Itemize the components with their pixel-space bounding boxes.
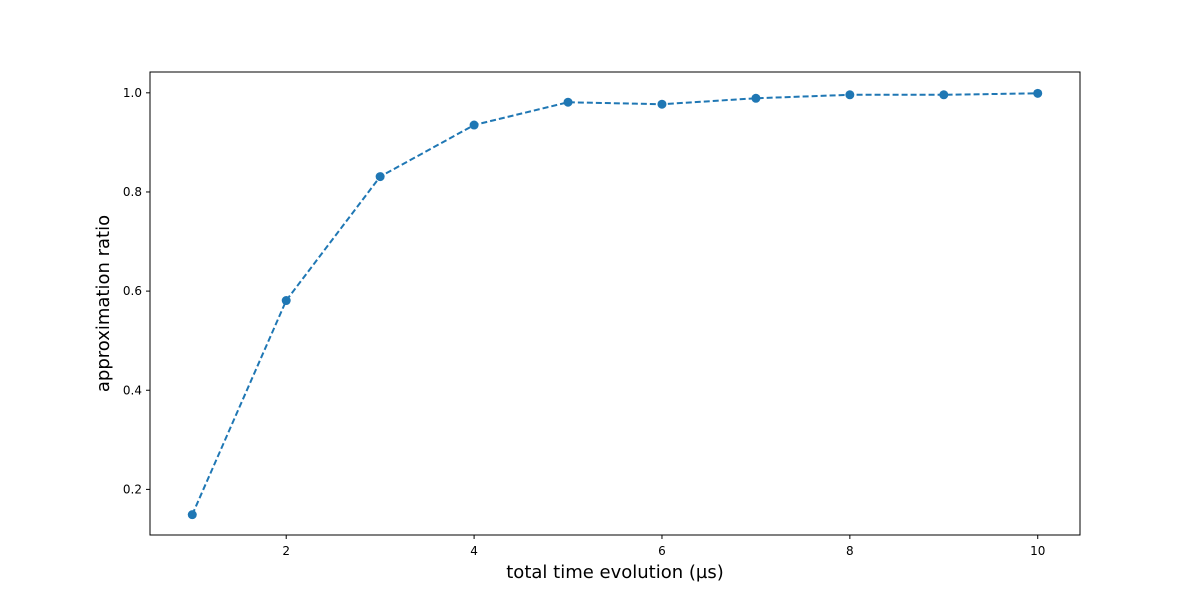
data-point <box>281 296 291 306</box>
x-axis-label: total time evolution (µs) <box>506 562 724 583</box>
plot-area <box>187 88 1043 520</box>
x-tick-label: 6 <box>658 544 666 558</box>
y-axis-label: approximation ratio <box>93 215 114 392</box>
y-tick-label: 0.6 <box>123 284 142 298</box>
y-tick-label: 0.8 <box>123 185 142 199</box>
data-point <box>939 90 949 100</box>
x-tick-label: 2 <box>282 544 290 558</box>
data-point <box>375 172 385 182</box>
data-point <box>845 90 855 100</box>
x-tick-label: 4 <box>470 544 478 558</box>
data-point <box>1033 88 1043 98</box>
y-tick-label: 0.2 <box>123 482 142 496</box>
data-point <box>657 99 667 109</box>
axes-frame <box>149 71 1081 536</box>
x-axis-ticks: 2 4 6 8 10 <box>282 535 1045 558</box>
x-tick-label: 10 <box>1030 544 1045 558</box>
data-point <box>469 120 479 130</box>
data-point <box>187 510 197 520</box>
y-tick-label: 0.4 <box>123 383 142 397</box>
axes: 2 4 6 8 10 0.2 0.4 0.6 0.8 1.0 <box>123 71 1081 558</box>
data-point <box>563 97 573 107</box>
x-tick-label: 8 <box>846 544 854 558</box>
data-point <box>751 93 761 103</box>
series-line <box>191 92 1038 516</box>
y-tick-label: 1.0 <box>123 86 142 100</box>
y-axis-ticks: 0.2 0.4 0.6 0.8 1.0 <box>123 86 150 496</box>
